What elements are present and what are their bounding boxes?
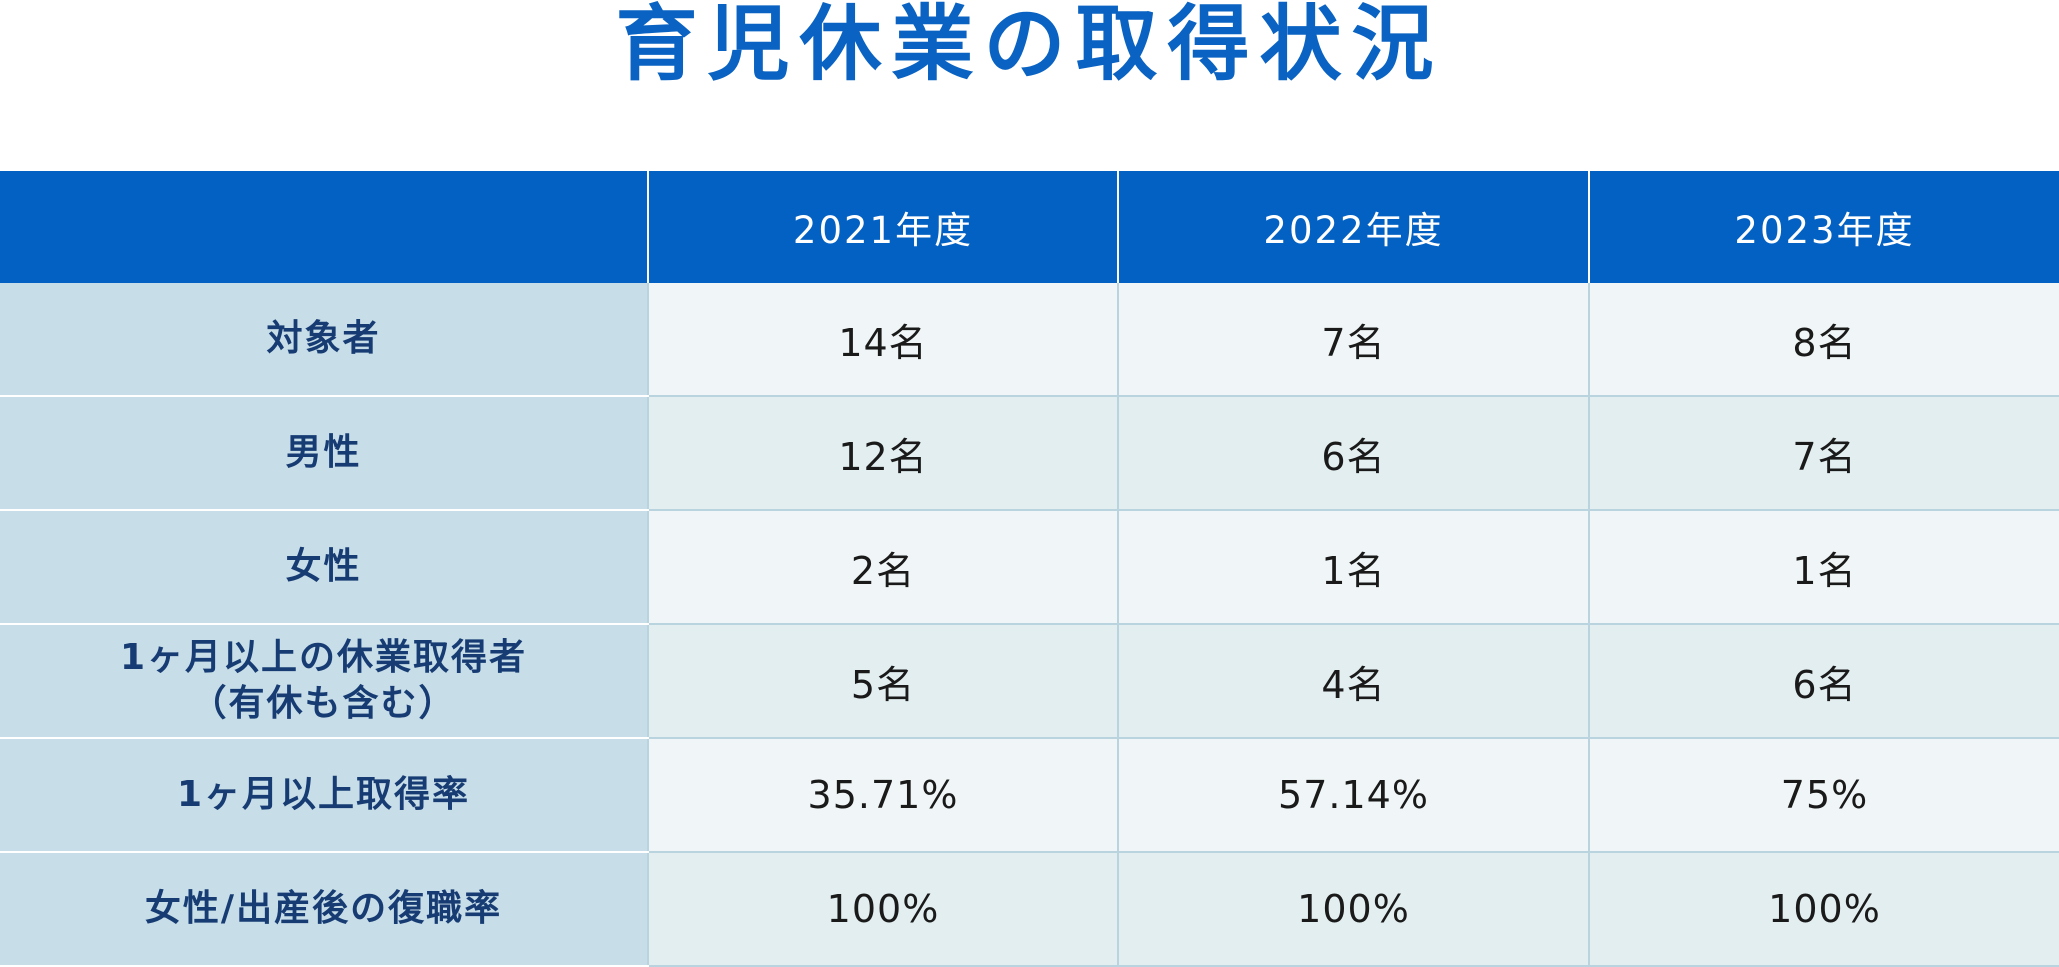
table-header-row: 2021年度 2022年度 2023年度: [0, 171, 2059, 283]
header-year-2021: 2021年度: [647, 171, 1118, 283]
header-corner-cell: [0, 171, 648, 283]
table-cell: 7名: [1588, 396, 2059, 511]
table-cell: 57.14%: [1117, 738, 1589, 853]
row-label: 男性: [0, 396, 648, 511]
childcare-leave-table: 2021年度 2022年度 2023年度 対象者 14名 7名 8名 男性 12…: [0, 171, 2059, 967]
row-label: 1ヶ月以上の休業取得者 （有休も含む）: [0, 624, 648, 739]
table-cell: 100%: [1117, 852, 1589, 967]
row-label-line: 1ヶ月以上の休業取得者: [119, 637, 528, 678]
table-cell: 8名: [1588, 283, 2059, 397]
row-label: 1ヶ月以上取得率: [0, 738, 648, 853]
table-cell: 6名: [1117, 396, 1589, 511]
table-cell: 35.71%: [647, 738, 1118, 853]
header-year-2022: 2022年度: [1117, 171, 1589, 283]
row-label: 女性/出産後の復職率: [0, 852, 648, 967]
page-title: 育児休業の取得状況: [615, 0, 1444, 92]
table-cell: 5名: [647, 624, 1118, 739]
row-label: 対象者: [0, 283, 648, 397]
row-label-note: （有休も含む）: [190, 683, 457, 724]
row-label: 女性: [0, 510, 648, 625]
table-cell: 6名: [1588, 624, 2059, 739]
table-cell: 1名: [1117, 510, 1589, 625]
table-cell: 12名: [647, 396, 1118, 511]
table-cell: 1名: [1588, 510, 2059, 625]
table-cell: 2名: [647, 510, 1118, 625]
table-row-female: 女性 2名 1名 1名: [0, 510, 2059, 625]
table-cell: 75%: [1588, 738, 2059, 853]
table-cell: 4名: [1117, 624, 1589, 739]
table-row-target-persons: 対象者 14名 7名 8名: [0, 283, 2059, 397]
table-row-one-month-plus: 1ヶ月以上の休業取得者 （有休も含む） 5名 4名 6名: [0, 624, 2059, 739]
table-cell: 7名: [1117, 283, 1589, 397]
table-row-return-rate: 女性/出産後の復職率 100% 100% 100%: [0, 852, 2059, 967]
table-row-male: 男性 12名 6名 7名: [0, 396, 2059, 511]
table-row-one-month-rate: 1ヶ月以上取得率 35.71% 57.14% 75%: [0, 738, 2059, 853]
table-cell: 100%: [1588, 852, 2059, 967]
header-year-2023: 2023年度: [1588, 171, 2059, 283]
table-cell: 14名: [647, 283, 1118, 397]
table-cell: 100%: [647, 852, 1118, 967]
